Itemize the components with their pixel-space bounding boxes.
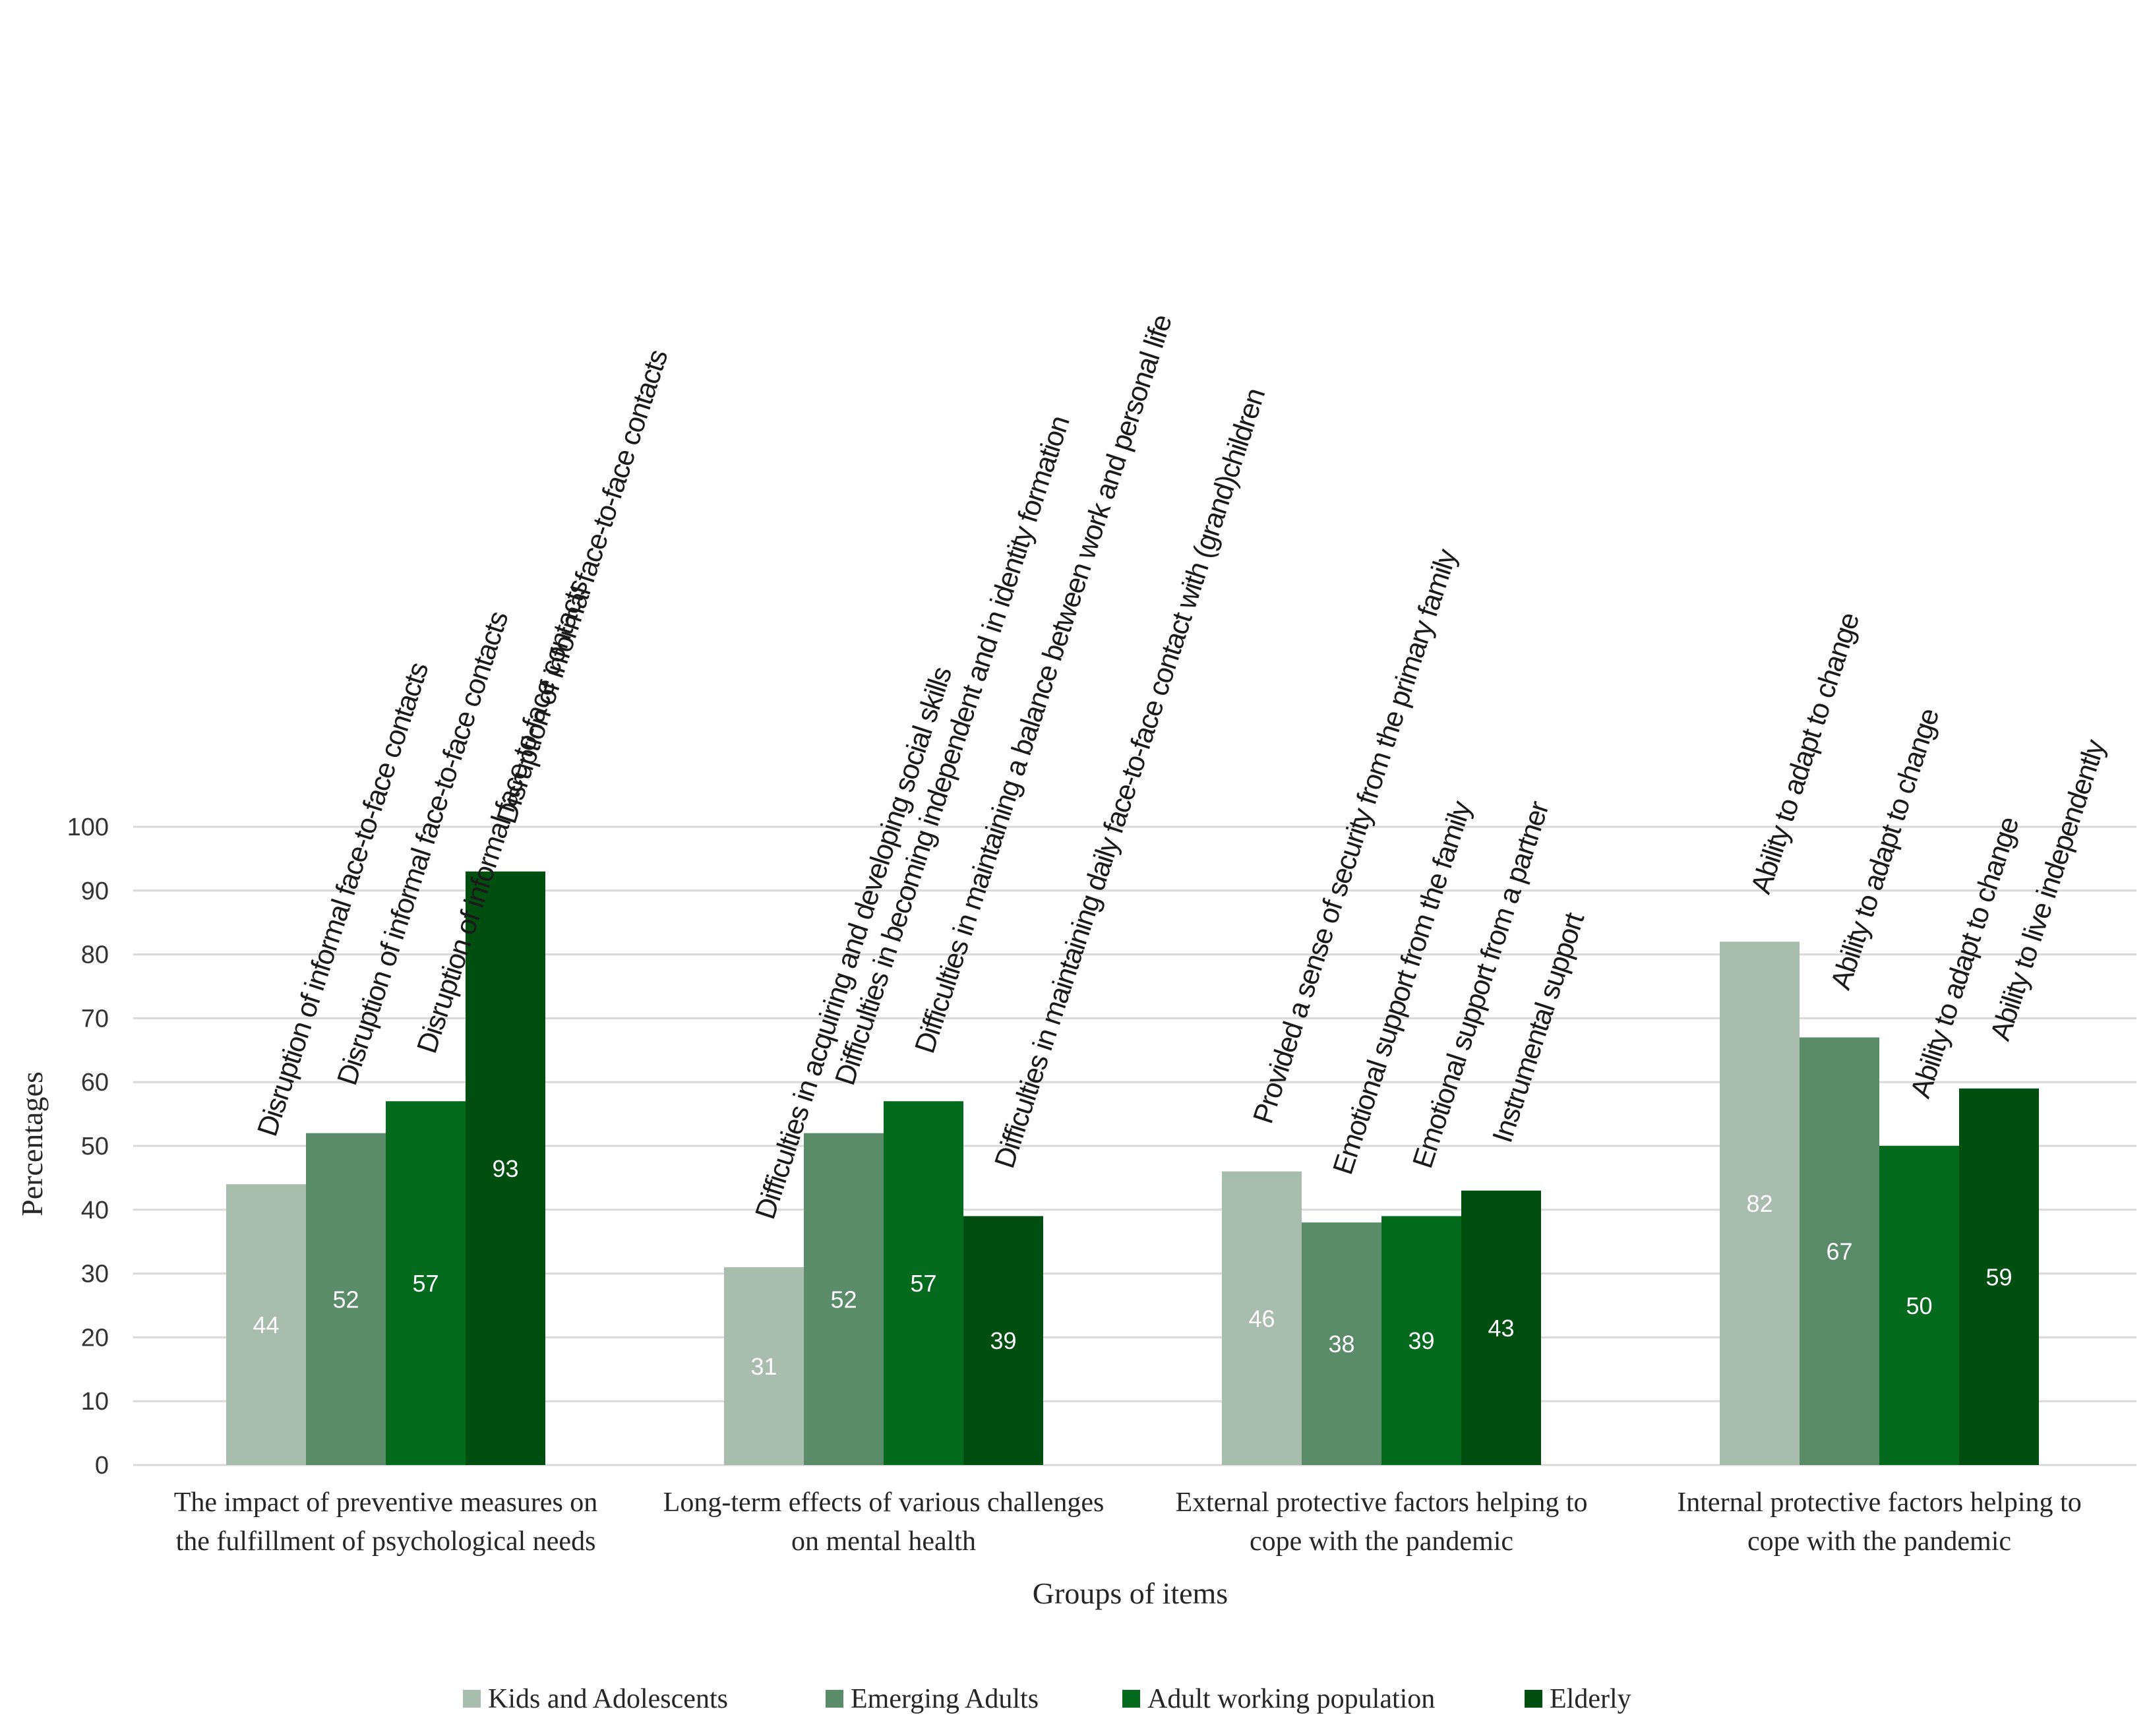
x-category-label: cope with the pandemic xyxy=(1747,1526,2011,1557)
item-label: Ability to adapt to change xyxy=(1745,609,1865,897)
x-category-label: Long-term effects of various challenges xyxy=(663,1487,1105,1518)
bar-value-label: 43 xyxy=(1488,1315,1514,1342)
bar xyxy=(466,871,545,1465)
bar xyxy=(1381,1216,1461,1465)
bar xyxy=(306,1133,386,1465)
legend: Kids and Adolescents Emerging Adults Adult… xyxy=(463,1684,1631,1714)
bar-value-label: 38 xyxy=(1328,1331,1354,1358)
bar-value-label: 50 xyxy=(1906,1292,1932,1319)
bar-value-label: 57 xyxy=(412,1270,439,1297)
y-tick-label: 60 xyxy=(81,1069,109,1096)
bar-value-label: 44 xyxy=(253,1311,279,1338)
bar xyxy=(226,1184,306,1465)
legend-label: Emerging Adults xyxy=(851,1684,1039,1714)
bar xyxy=(1800,1037,1879,1465)
x-category-label: Internal protective factors helping to xyxy=(1677,1487,2081,1518)
x-category-label: External protective factors helping to xyxy=(1175,1487,1587,1518)
x-category-label: on mental health xyxy=(791,1526,976,1557)
item-label: Ability to adapt to change xyxy=(1904,814,2025,1102)
x-category-label: The impact of preventive measures on xyxy=(174,1487,598,1518)
y-tick-label: 0 xyxy=(95,1452,109,1480)
x-axis-title: Groups of items xyxy=(1033,1576,1228,1610)
bar xyxy=(1222,1171,1302,1465)
y-tick-label: 10 xyxy=(81,1388,109,1416)
item-label: Ability to adapt to change xyxy=(1825,705,1945,994)
bar-value-label: 93 xyxy=(492,1155,518,1182)
x-category-label: the fulfillment of psychological needs xyxy=(176,1526,596,1557)
bar-value-label: 59 xyxy=(1985,1263,2012,1290)
bar xyxy=(804,1133,884,1465)
bars xyxy=(226,871,2039,1465)
bar-value-label: 67 xyxy=(1826,1238,1852,1265)
legend-label: Elderly xyxy=(1550,1684,1631,1714)
y-tick-label: 40 xyxy=(81,1197,109,1224)
y-tick-label: 20 xyxy=(81,1324,109,1352)
y-tick-label: 50 xyxy=(81,1133,109,1160)
bar-value-label: 39 xyxy=(1408,1327,1434,1354)
y-tick-label: 100 xyxy=(67,814,109,841)
legend-swatch xyxy=(1122,1690,1140,1708)
y-axis-title: Percentages xyxy=(15,1071,49,1216)
bar-value-label: 57 xyxy=(910,1270,936,1297)
legend-label: Adult working population xyxy=(1147,1684,1435,1714)
y-axis-ticks: 0 10 20 30 40 50 60 70 80 90 100 xyxy=(67,814,109,1480)
bar-value-labels: 44 52 57 93 31 52 57 39 46 38 39 43 82 67 50 59 xyxy=(253,1155,2012,1380)
bar-value-label: 31 xyxy=(750,1353,777,1380)
bar-value-label: 82 xyxy=(1746,1190,1772,1217)
bar xyxy=(1879,1146,1959,1465)
bar-value-label: 39 xyxy=(990,1327,1016,1354)
item-label: Disruption of informal face-to-face cont… xyxy=(491,346,674,827)
legend-swatch xyxy=(463,1690,481,1708)
y-tick-label: 70 xyxy=(81,1005,109,1033)
bar xyxy=(1720,942,1800,1465)
bar xyxy=(1302,1222,1381,1465)
item-label: Provided a sense of security from the pr… xyxy=(1247,545,1463,1127)
bar-value-label: 52 xyxy=(332,1286,359,1313)
bar xyxy=(1959,1088,2039,1465)
legend-swatch xyxy=(826,1690,843,1708)
bar xyxy=(1461,1190,1541,1465)
bar-value-label: 46 xyxy=(1248,1305,1275,1332)
x-category-label: cope with the pandemic xyxy=(1250,1526,1513,1557)
y-tick-label: 80 xyxy=(81,942,109,969)
bar xyxy=(724,1267,804,1465)
legend-swatch xyxy=(1525,1690,1542,1708)
bar xyxy=(963,1216,1043,1465)
bar xyxy=(386,1101,466,1465)
y-tick-label: 90 xyxy=(81,878,109,905)
bar xyxy=(884,1101,963,1465)
legend-label: Kids and Adolescents xyxy=(488,1684,728,1714)
y-tick-label: 30 xyxy=(81,1261,109,1288)
bar-value-label: 52 xyxy=(830,1286,857,1313)
x-axis-category-labels: The impact of preventive measures on the … xyxy=(174,1487,2082,1557)
